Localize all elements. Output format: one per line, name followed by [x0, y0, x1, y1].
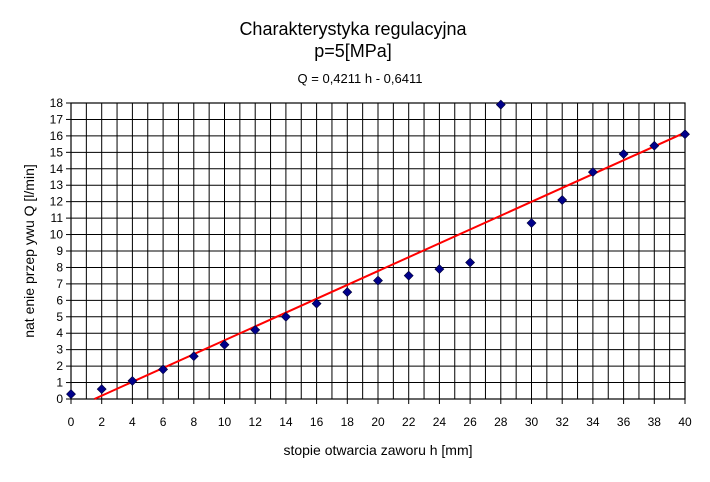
data-point	[526, 218, 537, 228]
x-tick-label: 8	[190, 415, 197, 429]
x-tick-label: 2	[98, 415, 105, 429]
data-point	[373, 275, 383, 286]
x-tick-label: 22	[402, 415, 416, 429]
y-tick-label: 10	[50, 228, 64, 242]
x-tick-label: 38	[648, 415, 662, 429]
data-point	[127, 375, 138, 386]
data-point	[158, 364, 169, 375]
data-points	[66, 99, 690, 399]
data-point	[66, 389, 76, 399]
y-tick-label: 2	[56, 359, 63, 373]
y-tick-label: 15	[50, 145, 64, 159]
x-tick-label: 14	[279, 415, 293, 429]
y-tick-label: 4	[56, 326, 63, 340]
data-point	[188, 351, 199, 362]
y-tick-label: 14	[50, 162, 64, 176]
data-point	[96, 384, 107, 395]
x-axis-label: stopie otwarcia zaworu h [mm]	[283, 442, 472, 458]
x-tick-label: 20	[371, 415, 385, 429]
x-tick-label: 24	[433, 415, 447, 429]
x-tick-label: 32	[556, 415, 570, 429]
chart-subtitle: p=5[MPa]	[314, 41, 392, 61]
axes	[66, 102, 686, 404]
data-point	[649, 140, 660, 151]
data-point	[342, 287, 353, 298]
y-tick-label: 0	[56, 392, 63, 406]
data-point	[403, 270, 414, 281]
data-point	[280, 311, 291, 322]
data-point	[250, 325, 261, 335]
data-point	[618, 149, 629, 159]
x-tick-label: 28	[494, 415, 508, 429]
x-tick-label: 10	[218, 415, 232, 429]
x-tick-label: 4	[129, 415, 136, 429]
chart-title: Charakterystyka regulacyjna	[239, 19, 467, 39]
x-tick-label: 40	[678, 415, 692, 429]
x-tick-label: 34	[586, 415, 600, 429]
y-tick-label: 17	[50, 112, 64, 126]
y-tick-label: 18	[50, 96, 64, 110]
x-tick-label: 16	[310, 415, 324, 429]
data-point	[219, 339, 230, 350]
x-tick-label: 12	[249, 415, 263, 429]
y-tick-label: 13	[50, 178, 64, 192]
x-tick-label: 18	[341, 415, 355, 429]
y-tick-label: 16	[50, 129, 64, 143]
trendline-equation: Q = 0,4211 h - 0,6411	[298, 71, 423, 86]
x-tick-label: 30	[525, 415, 539, 429]
x-tick-label: 0	[68, 415, 75, 429]
data-point	[495, 99, 506, 110]
y-tick-label: 9	[56, 244, 63, 258]
data-point	[680, 129, 690, 140]
data-point	[587, 167, 598, 177]
y-tick-label: 8	[56, 260, 63, 274]
data-point	[434, 264, 445, 275]
y-tick-label: 12	[50, 195, 64, 209]
y-tick-label: 6	[56, 293, 63, 307]
y-tick-label: 11	[51, 211, 64, 225]
y-tick-label: 1	[56, 376, 63, 390]
y-tick-label: 7	[56, 277, 63, 291]
data-point	[311, 298, 322, 309]
x-tick-label: 26	[463, 415, 477, 429]
y-tick-label: 3	[56, 343, 63, 357]
x-tick-labels: 0 2 4 6 8 10 12 14 16 18 20 22 24 26 28 30 32 34 36 38 40	[68, 415, 692, 429]
grid	[71, 103, 685, 399]
data-point	[465, 257, 476, 268]
x-tick-label: 36	[617, 415, 631, 429]
y-axis-label: nat enie przep ywu Q [l/min]	[21, 164, 37, 338]
y-tick-label: 5	[56, 310, 63, 324]
data-point	[557, 195, 568, 205]
x-tick-label: 6	[160, 415, 167, 429]
